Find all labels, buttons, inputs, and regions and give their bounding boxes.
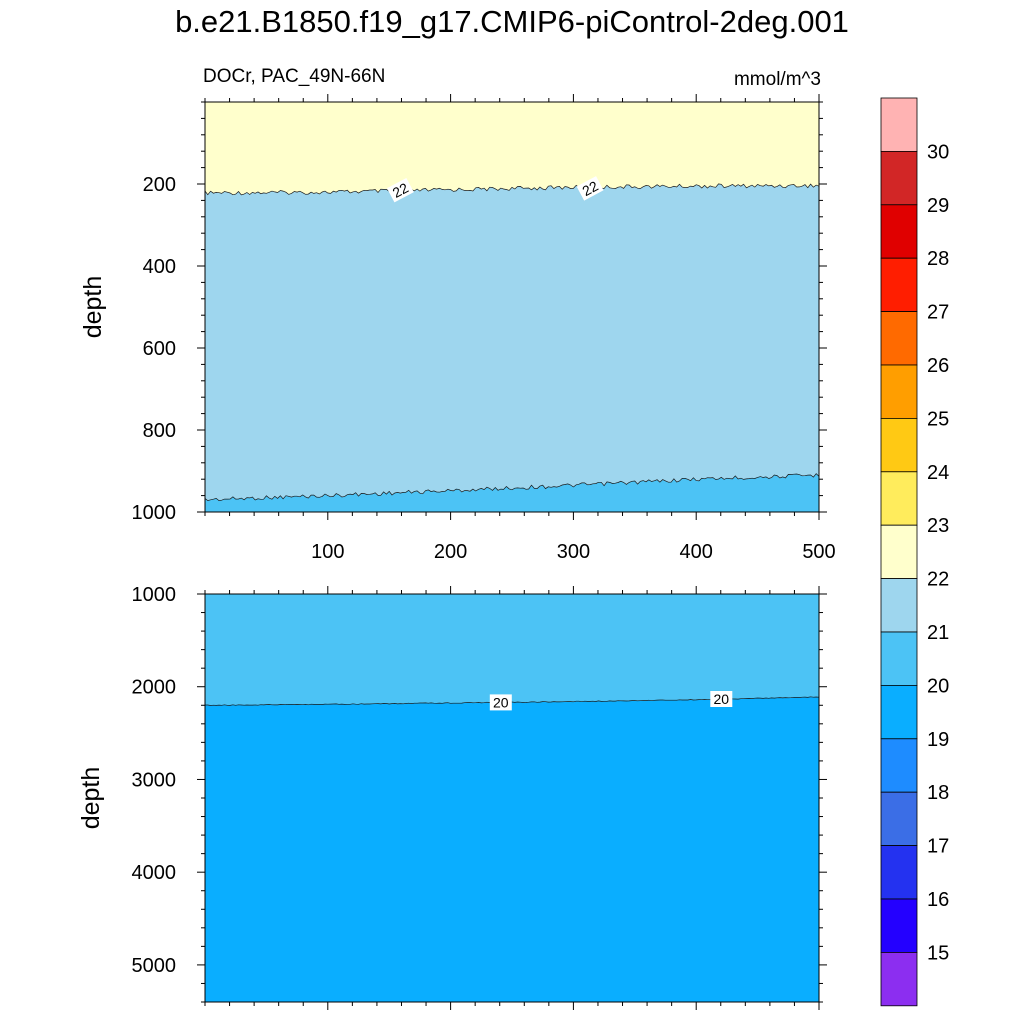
x-tick-label: 400 bbox=[680, 541, 713, 563]
colorbar-label: 27 bbox=[927, 302, 949, 324]
colorbar-label: 30 bbox=[927, 141, 949, 163]
contour-label-box bbox=[710, 691, 733, 707]
top-panel-contour-labels: 22 22 bbox=[386, 176, 604, 203]
x-tick-label: 200 bbox=[434, 541, 467, 563]
colorbar-label: 19 bbox=[927, 729, 949, 751]
top-panel-contours bbox=[205, 183, 819, 501]
colorbar-box bbox=[880, 898, 918, 953]
colorbar-label: 26 bbox=[927, 355, 949, 377]
colorbar-label: 18 bbox=[927, 782, 949, 804]
colorbar-box bbox=[880, 738, 918, 793]
contour-line-22 bbox=[205, 183, 819, 196]
bottom-panel-y-axis-label: depth bbox=[77, 767, 105, 830]
contour-line-21 bbox=[205, 473, 819, 501]
colorbar-label: 22 bbox=[927, 569, 949, 591]
colorbar-box bbox=[880, 578, 918, 633]
colorbar-box bbox=[880, 952, 918, 1007]
colorbar-label: 24 bbox=[927, 462, 949, 484]
contour-label-text: 22 bbox=[579, 178, 600, 200]
colorbar-label: 23 bbox=[927, 515, 949, 537]
bottom-panel-fills bbox=[205, 594, 819, 1002]
colorbar-box bbox=[880, 524, 918, 580]
y-tick-label: 200 bbox=[143, 174, 176, 196]
fill-band-20-21 bbox=[205, 594, 819, 706]
fill-band-20-21 bbox=[205, 473, 819, 512]
x-tick-label: 100 bbox=[311, 541, 344, 563]
x-tick-label: 500 bbox=[802, 541, 835, 563]
fill-band-19-20 bbox=[205, 696, 819, 1002]
colorbar-label: 20 bbox=[927, 675, 949, 697]
top-panel-frame bbox=[204, 101, 820, 513]
colorbar-label: 17 bbox=[927, 836, 949, 858]
contour-label-text: 20 bbox=[493, 694, 509, 710]
y-tick-label: 4000 bbox=[132, 862, 177, 884]
x-tick-label: 300 bbox=[557, 541, 590, 563]
top-panel-y-axis-label: depth bbox=[79, 276, 107, 339]
chart-title: b.e21.B1850.f19_g17.CMIP6-piControl-2deg… bbox=[175, 4, 849, 39]
colorbar-label: 28 bbox=[927, 248, 949, 270]
contour-label-box bbox=[386, 177, 414, 203]
colorbar-box bbox=[880, 471, 918, 526]
contour-label-22: 22 bbox=[386, 177, 414, 203]
colorbar-label: 21 bbox=[927, 622, 949, 644]
colorbar-box bbox=[880, 150, 918, 206]
colorbar-box bbox=[880, 417, 918, 473]
colorbar-box bbox=[880, 631, 918, 686]
colorbar-box bbox=[880, 364, 918, 419]
colorbar-label: 25 bbox=[927, 408, 949, 430]
y-tick-label: 3000 bbox=[132, 769, 177, 791]
y-tick-label: 800 bbox=[143, 420, 176, 442]
contour-label-text: 20 bbox=[714, 691, 730, 707]
contour-label-box bbox=[576, 176, 604, 201]
top-panel-units-label: mmol/m^3 bbox=[734, 69, 821, 90]
contour-label-20: 20 bbox=[489, 694, 512, 711]
contour-label-box bbox=[489, 694, 512, 711]
colorbar-label: 29 bbox=[927, 195, 949, 217]
y-tick-label: 400 bbox=[143, 256, 176, 278]
contour-label-22: 22 bbox=[576, 176, 604, 201]
contour-label-text: 22 bbox=[390, 179, 411, 201]
colorbar: 15 16 17 18 19 20 21 22 23 24 25 26 27 28 29 30 bbox=[880, 97, 949, 1007]
bottom-panel-contour-labels: 20 20 bbox=[489, 691, 733, 711]
y-tick-label: 2000 bbox=[132, 677, 177, 699]
top-panel-variable-label: DOCr, PAC_49N-66N bbox=[203, 66, 385, 87]
colorbar-box bbox=[880, 204, 918, 259]
colorbar-box bbox=[880, 685, 918, 740]
contour-label-20: 20 bbox=[710, 691, 733, 707]
fill-band-22-23 bbox=[205, 102, 819, 195]
y-tick-label: 1000 bbox=[132, 584, 177, 606]
colorbar-label: 16 bbox=[927, 889, 949, 911]
colorbar-box bbox=[880, 97, 918, 152]
top-panel-axes: 100 200 300 400 500 200 400 600 800 1000 bbox=[132, 94, 836, 563]
colorbar-box bbox=[880, 311, 918, 366]
colorbar-box bbox=[880, 845, 918, 900]
top-panel-fills bbox=[205, 102, 819, 512]
y-tick-label: 5000 bbox=[132, 955, 177, 977]
fill-band-21-22 bbox=[205, 183, 819, 501]
y-tick-label: 600 bbox=[143, 338, 176, 360]
bottom-panel-axes: 1000 2000 3000 4000 5000 bbox=[132, 584, 827, 1010]
colorbar-box bbox=[880, 791, 918, 847]
colorbar-label: 15 bbox=[927, 942, 949, 964]
colorbar-box bbox=[880, 257, 918, 313]
y-tick-label: 1000 bbox=[132, 502, 177, 524]
